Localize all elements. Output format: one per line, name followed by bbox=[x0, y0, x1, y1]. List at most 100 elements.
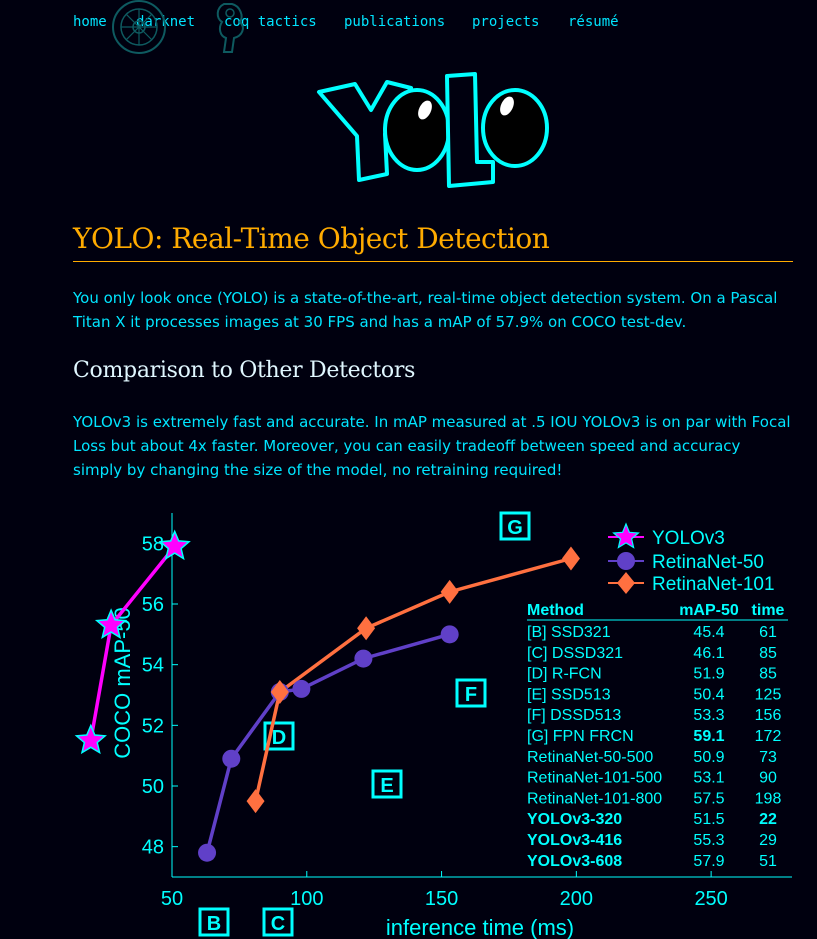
detector-box-label: F bbox=[465, 684, 477, 706]
detector-box-label: B bbox=[207, 913, 221, 935]
table-cell-map: 55.3 bbox=[693, 832, 724, 849]
section-heading: Comparison to Other Detectors bbox=[73, 358, 416, 383]
detector-box-frame bbox=[198, 907, 230, 937]
table-cell-map: 59.1 bbox=[693, 728, 724, 745]
table-header-method: Method bbox=[527, 602, 584, 619]
table-cell-map: 50.4 bbox=[693, 686, 724, 703]
table-cell-time: 29 bbox=[759, 832, 777, 849]
legend-star-icon bbox=[612, 522, 640, 549]
table-cell-time: 85 bbox=[759, 645, 777, 662]
table-cell-map: 51.9 bbox=[693, 666, 724, 683]
retina50-circle-marker bbox=[198, 843, 217, 862]
table-cell-method: RetinaNet-50-500 bbox=[527, 749, 653, 766]
nav-home-link[interactable]: home bbox=[73, 14, 107, 30]
table-cell-map: 45.4 bbox=[693, 624, 724, 641]
table-cell-method: YOLOv3-416 bbox=[527, 832, 622, 849]
section-paragraph: YOLOv3 is extremely fast and accurate. I… bbox=[73, 413, 791, 479]
table-cell-method: YOLOv3-320 bbox=[527, 811, 622, 828]
y-tick-label: 48 bbox=[142, 837, 164, 859]
detector-box-c: C bbox=[262, 907, 294, 937]
table-cell-time: 125 bbox=[755, 686, 782, 703]
y-tick-label: 50 bbox=[142, 776, 164, 798]
retina101-diamond-marker bbox=[357, 616, 376, 641]
table-cell-method: [E] SSD513 bbox=[527, 686, 611, 703]
chart-axes: 48 50 52 54 56 58 50 100 150 200 250 inference time… bbox=[110, 513, 792, 939]
detector-box-label: G bbox=[507, 517, 523, 539]
table-cell-time: 22 bbox=[759, 811, 777, 828]
x-tick-label: 200 bbox=[560, 888, 593, 910]
detector-box-f: F bbox=[455, 678, 487, 708]
x-tick-label: 100 bbox=[290, 888, 323, 910]
y-tick-label: 54 bbox=[142, 655, 164, 677]
table-cell-method: [G] FPN FRCN bbox=[527, 728, 634, 745]
page-title: YOLO: Real-Time Object Detection bbox=[73, 222, 793, 262]
detector-box-frame bbox=[499, 511, 531, 541]
table-cell-method: [C] DSSD321 bbox=[527, 645, 623, 662]
table-cell-map: 46.1 bbox=[693, 645, 724, 662]
detector-box-g: G bbox=[499, 511, 531, 541]
table-cell-map: 53.3 bbox=[693, 707, 724, 724]
detector-box-frame bbox=[262, 907, 294, 937]
table-cell-map: 57.5 bbox=[693, 790, 724, 807]
table-cell-time: 90 bbox=[759, 770, 777, 787]
series-lines bbox=[89, 545, 572, 854]
detector-box-label: E bbox=[380, 775, 393, 797]
x-tick-label: 250 bbox=[694, 888, 727, 910]
retina101-diamond-marker bbox=[270, 679, 289, 704]
table-cell-time: 198 bbox=[755, 790, 782, 807]
yolo-star-marker bbox=[74, 723, 107, 755]
detector-box-e: E bbox=[371, 769, 403, 799]
retina101-diamond-marker bbox=[561, 546, 580, 571]
yolo-logo bbox=[317, 72, 549, 188]
table-cell-map: 51.5 bbox=[693, 811, 724, 828]
x-tick-label: 50 bbox=[161, 888, 183, 910]
nav-darknet-link[interactable]: darknet bbox=[136, 14, 196, 30]
detector-box-d: D bbox=[263, 721, 295, 751]
legend-label: RetinaNet-50 bbox=[652, 552, 764, 573]
retina101-diamond-marker bbox=[440, 579, 459, 604]
retina101-diamond-marker bbox=[246, 789, 265, 814]
table-cell-time: 85 bbox=[759, 666, 777, 683]
nav-coq-tactics-link[interactable]: coq tactics bbox=[224, 14, 317, 30]
table-cell-time: 172 bbox=[755, 728, 782, 745]
x-tick-label: 150 bbox=[425, 888, 458, 910]
table-cell-method: [B] SSD321 bbox=[527, 624, 611, 641]
retina50-circle-marker bbox=[440, 625, 459, 644]
nav-projects-link[interactable]: projects bbox=[472, 14, 540, 30]
retina50-circle-marker bbox=[292, 679, 311, 698]
retina50-circle-marker bbox=[222, 749, 241, 768]
table-cell-time: 51 bbox=[759, 853, 777, 870]
x-axis-label: inference time (ms) bbox=[386, 915, 574, 939]
yolo-star-marker bbox=[94, 608, 128, 639]
table-cell-time: 61 bbox=[759, 624, 777, 641]
legend-label: YOLOv3 bbox=[652, 528, 725, 549]
table-header-time: time bbox=[752, 602, 785, 619]
yolo-star-marker bbox=[158, 529, 191, 561]
table-cell-method: RetinaNet-101-800 bbox=[527, 790, 662, 807]
table-cell-method: [F] DSSD513 bbox=[527, 707, 621, 724]
detector-box-frame bbox=[455, 678, 487, 708]
legend-diamond-icon bbox=[617, 572, 635, 594]
detector-labels: B C D E F G bbox=[198, 511, 531, 937]
series-markers bbox=[74, 529, 580, 862]
intro-paragraph: You only look once (YOLO) is a state-of-… bbox=[73, 289, 778, 331]
nav-resume-link[interactable]: résumé bbox=[568, 14, 619, 30]
table-cell-time: 73 bbox=[759, 749, 777, 766]
y-tick-label: 56 bbox=[142, 594, 164, 616]
table-cell-method: RetinaNet-101-500 bbox=[527, 770, 662, 787]
detector-box-label: C bbox=[271, 913, 285, 935]
detector-box-label: D bbox=[272, 727, 286, 749]
series-line-retinanet-50 bbox=[205, 632, 451, 854]
table-cell-time: 156 bbox=[755, 707, 782, 724]
table-header-map: mAP-50 bbox=[679, 602, 739, 619]
table-cell-method: [D] R-FCN bbox=[527, 666, 602, 683]
table-cell-map: 50.9 bbox=[693, 749, 724, 766]
legend-circle-icon bbox=[617, 552, 635, 570]
results-table: Method mAP-50 time [B] SSD321 45.4 61 [C] DSSD… bbox=[527, 602, 788, 870]
y-tick-label: 58 bbox=[142, 533, 164, 555]
nav-publications-link[interactable]: publications bbox=[344, 14, 446, 30]
detector-box-b: B bbox=[198, 907, 230, 937]
table-cell-map: 53.1 bbox=[693, 770, 724, 787]
legend-label: RetinaNet-101 bbox=[652, 574, 775, 595]
detector-box-frame bbox=[371, 769, 403, 799]
